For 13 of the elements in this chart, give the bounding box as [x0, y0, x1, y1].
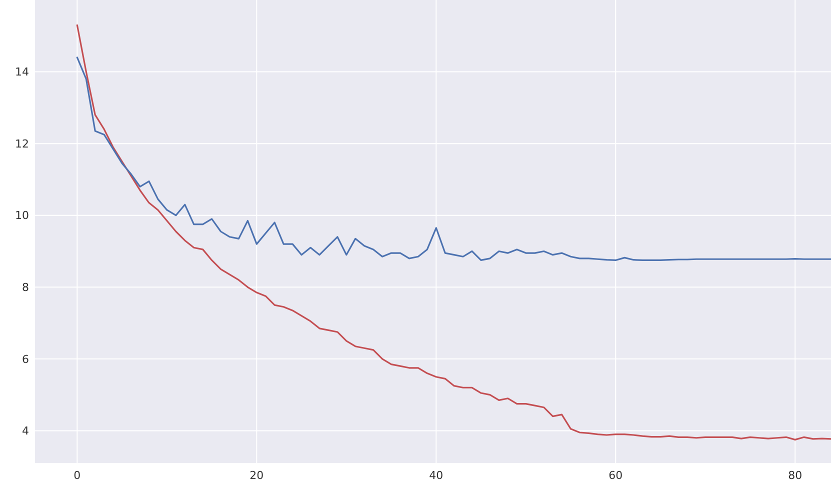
y-tick-label: 6	[22, 352, 29, 366]
y-tick-label: 8	[22, 280, 29, 294]
x-tick-label: 20	[250, 469, 264, 482]
x-tick-label: 40	[429, 469, 444, 482]
y-tick-label: 10	[15, 209, 29, 222]
y-tick-label: 14	[15, 66, 29, 79]
x-tick-label: 0	[74, 469, 81, 482]
x-tick-label: 80	[788, 469, 802, 482]
line-series	[76, 24, 831, 440]
y-tick-label: 4	[22, 424, 29, 438]
x-tick-label: 60	[608, 469, 623, 482]
line-series	[76, 56, 831, 262]
y-tick-label: 12	[15, 137, 29, 150]
